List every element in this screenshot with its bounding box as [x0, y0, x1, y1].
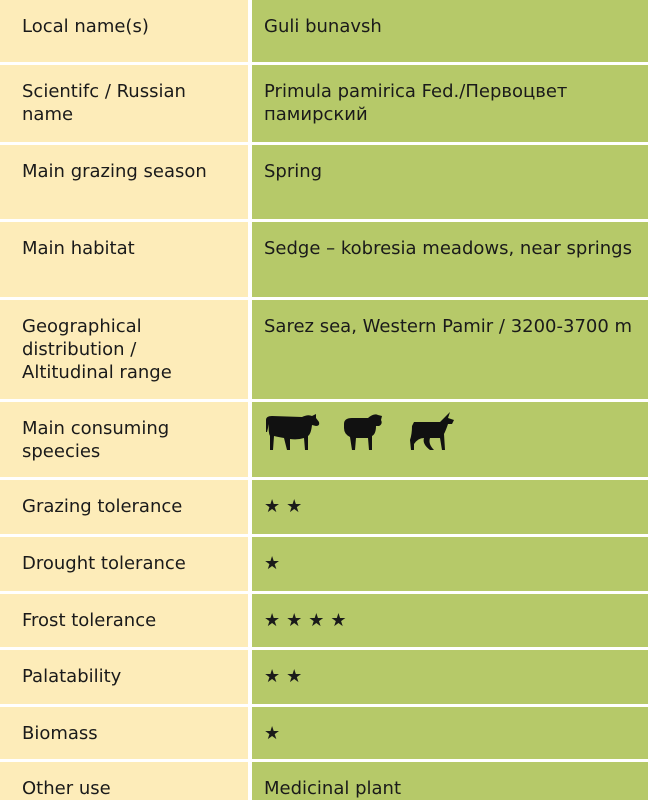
- label-text: Grazing tolerance: [22, 495, 183, 517]
- label-text: Biomass: [22, 722, 98, 744]
- row-value: ★: [250, 535, 648, 594]
- row-value: Primula pamirica Fed./Первоцвет памирски…: [250, 63, 648, 145]
- row-label: Biomass: [0, 705, 252, 762]
- value-text: ★★★★: [264, 609, 353, 631]
- label-text: Geographical distribution / Altitudinal …: [22, 315, 172, 383]
- row-label: Scientifc / Russian name: [0, 63, 252, 145]
- row-label: Drought tolerance: [0, 535, 252, 594]
- label-text: Local name(s): [22, 16, 149, 37]
- table-row: Grazing tolerance ★★: [0, 478, 648, 537]
- table-row: Main grazing season Spring: [0, 143, 648, 222]
- row-value: [250, 400, 648, 480]
- animal-icons: [266, 411, 454, 450]
- row-label: Main habitat: [0, 220, 252, 300]
- row-label: Palatability: [0, 648, 252, 707]
- goat-icon: [410, 411, 454, 450]
- row-value: Spring: [250, 143, 648, 222]
- table-row: Other use Medicinal plant: [0, 760, 648, 803]
- label-text: Palatability: [22, 665, 122, 687]
- label-text: Main habitat: [22, 237, 135, 259]
- row-value: ★★: [250, 478, 648, 537]
- value-text: Sarez sea, Western Pamir / 3200-3700 m: [264, 315, 633, 337]
- value-text: Guli bunavsh: [264, 16, 382, 37]
- label-text: Frost tolerance: [22, 609, 157, 631]
- table-row: Scientifc / Russian name Primula pamirica…: [0, 63, 648, 145]
- value-text: ★: [264, 552, 287, 574]
- value-text: ★: [264, 722, 287, 744]
- value-text: ★★: [264, 665, 309, 687]
- value-text: Sedge – kobresia meadows, near springs: [264, 237, 632, 259]
- table-row: Palatability ★★: [0, 648, 648, 707]
- row-label: Main consuming speecies: [0, 400, 252, 480]
- row-label: Geographical distribution / Altitudinal …: [0, 298, 252, 402]
- table-row: Main consuming speecies: [0, 400, 648, 480]
- label-text: Drought tolerance: [22, 552, 186, 574]
- row-label: Local name(s): [0, 0, 252, 65]
- sheep-icon: [344, 413, 382, 450]
- row-value: Medicinal plant: [250, 760, 648, 803]
- table-row: Biomass ★: [0, 705, 648, 762]
- row-label: Other use: [0, 760, 252, 803]
- row-value: ★★★★: [250, 592, 648, 650]
- row-value: ★★: [250, 648, 648, 707]
- row-value: Sarez sea, Western Pamir / 3200-3700 m: [250, 298, 648, 402]
- row-label: Main grazing season: [0, 143, 252, 222]
- table-row: Main habitat Sedge – kobresia meadows, ne…: [0, 220, 648, 300]
- row-value: Sedge – kobresia meadows, near springs: [250, 220, 648, 300]
- row-label: Frost tolerance: [0, 592, 252, 650]
- value-text: Primula pamirica Fed./Первоцвет памирски…: [264, 80, 568, 125]
- label-text: Scientifc / Russian name: [22, 80, 186, 125]
- row-label: Grazing tolerance: [0, 478, 252, 537]
- row-value: Guli bunavsh: [250, 0, 648, 65]
- cow-icon: [266, 413, 320, 450]
- label-text: Main grazing season: [22, 160, 207, 182]
- label-text: Main consuming speecies: [22, 417, 170, 462]
- label-text: Other use: [22, 777, 111, 799]
- value-text: Spring: [264, 160, 323, 182]
- table-row: Geographical distribution / Altitudinal …: [0, 298, 648, 402]
- table-row: Drought tolerance ★: [0, 535, 648, 594]
- value-text: Medicinal plant: [264, 777, 402, 799]
- table-row: Frost tolerance ★★★★: [0, 592, 648, 650]
- row-value: ★: [250, 705, 648, 762]
- table-row: Local name(s) Guli bunavsh: [0, 0, 648, 65]
- value-text: ★★: [264, 495, 309, 517]
